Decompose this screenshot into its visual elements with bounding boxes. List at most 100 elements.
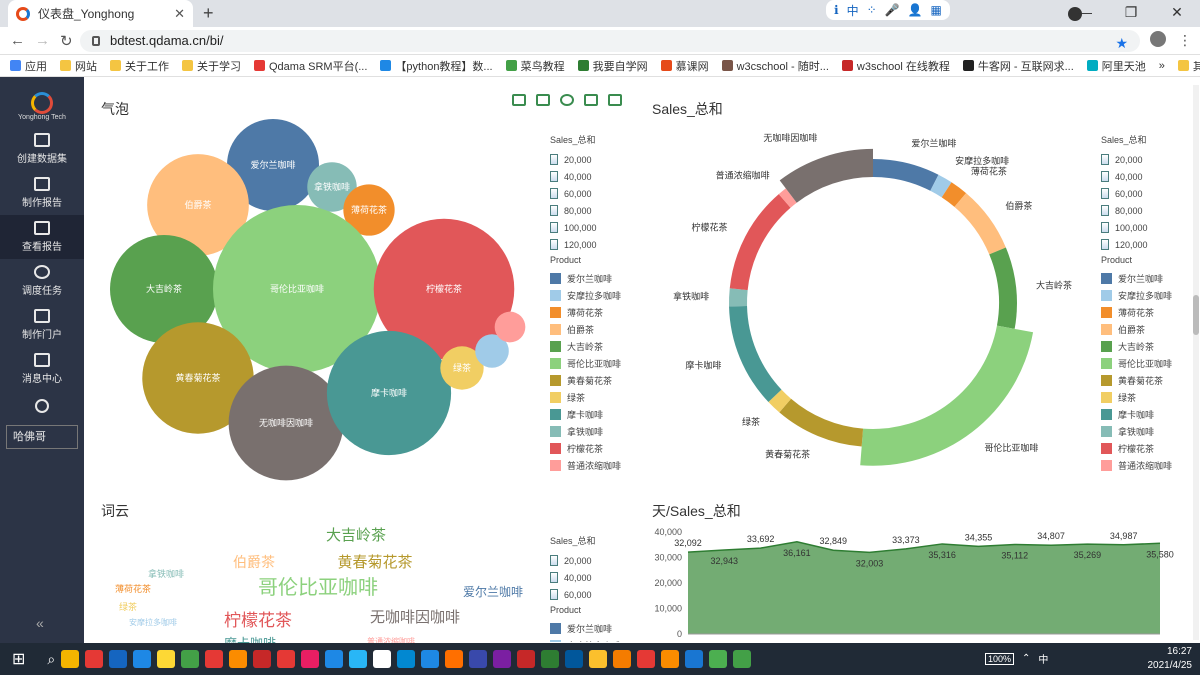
- legend-product-row[interactable]: 薄荷花茶: [1101, 304, 1172, 321]
- legend-product-row[interactable]: 柠檬花茶: [550, 440, 621, 457]
- taskbar-app-icon[interactable]: [685, 650, 704, 668]
- bookmark-item[interactable]: w3school 在线教程: [841, 58, 950, 74]
- close-window-icon[interactable]: ✕: [1171, 4, 1183, 20]
- taskbar-app-icon[interactable]: [181, 650, 200, 668]
- bookmark-star-icon[interactable]: ★: [1115, 35, 1128, 51]
- taskbar-app-icon[interactable]: [61, 650, 80, 668]
- minimize-icon[interactable]: —: [1078, 4, 1092, 20]
- legend-product-row[interactable]: 绿茶: [1101, 389, 1172, 406]
- battery-indicator[interactable]: 100%: [985, 652, 1015, 665]
- taskbar-app-icon[interactable]: [85, 650, 104, 668]
- new-tab-icon[interactable]: +: [203, 3, 214, 23]
- sidebar-item[interactable]: 消息中心: [0, 347, 84, 391]
- taskbar-app-icon[interactable]: [157, 650, 176, 668]
- taskbar-app-icon[interactable]: [325, 650, 344, 668]
- taskbar-app-icon[interactable]: [589, 650, 608, 668]
- taskbar-app-icon[interactable]: [565, 650, 584, 668]
- user-icon-item[interactable]: [0, 391, 84, 421]
- legend-product-row[interactable]: 黄春菊花茶: [550, 372, 621, 389]
- legend-product-row[interactable]: 安摩拉多咖啡: [550, 637, 621, 642]
- chevron-up-icon[interactable]: ⌃: [1022, 653, 1031, 664]
- scrollbar-thumb[interactable]: [1193, 295, 1199, 335]
- maximize-icon[interactable]: ❐: [1124, 4, 1138, 20]
- ime-indicator[interactable]: 中: [1038, 655, 1049, 666]
- legend-product-row[interactable]: 爱尔兰咖啡: [550, 620, 621, 637]
- collapse-sidebar-icon[interactable]: «: [36, 615, 44, 631]
- taskbar-app-icon[interactable]: [469, 650, 488, 668]
- bookmark-item[interactable]: Qdama SRM平台(...: [254, 58, 367, 74]
- extension-icon[interactable]: 🎤: [884, 3, 900, 17]
- bookmark-item[interactable]: 慕课网: [660, 58, 709, 74]
- taskbar-app-icon[interactable]: [397, 650, 416, 668]
- sidebar-item[interactable]: 调度任务: [0, 259, 84, 303]
- extension-icon[interactable]: ⁘: [866, 3, 877, 17]
- zoom-in-icon[interactable]: [560, 94, 574, 106]
- legend-product-row[interactable]: 爱尔兰咖啡: [1101, 270, 1172, 287]
- legend-product-row[interactable]: 安摩拉多咖啡: [1101, 287, 1172, 304]
- sidebar-item[interactable]: 制作报告: [0, 171, 84, 215]
- windows-start-icon[interactable]: ⊞: [12, 651, 26, 668]
- legend-product-row[interactable]: 普通浓缩咖啡: [550, 457, 621, 474]
- sidebar-item[interactable]: 创建数据集: [0, 127, 84, 171]
- legend-product-row[interactable]: 大吉岭茶: [550, 338, 621, 355]
- legend-product-row[interactable]: 拿铁咖啡: [550, 423, 621, 440]
- legend-product-row[interactable]: 薄荷花茶: [550, 304, 621, 321]
- profile-menu-icon[interactable]: [1068, 7, 1082, 21]
- legend-product-row[interactable]: 摩卡咖啡: [550, 406, 621, 423]
- legend-product-row[interactable]: 爱尔兰咖啡: [550, 270, 621, 287]
- taskbar-app-icon[interactable]: [229, 650, 248, 668]
- bookmark-item[interactable]: 应用: [10, 58, 47, 74]
- bookmark-item[interactable]: »: [1159, 60, 1165, 72]
- bookmark-item[interactable]: 网站: [60, 58, 97, 74]
- taskbar-app-icon[interactable]: [709, 650, 728, 668]
- taskbar-app-icon[interactable]: [493, 650, 512, 668]
- taskbar-app-icon[interactable]: [253, 650, 272, 668]
- forward-icon[interactable]: →: [35, 32, 50, 49]
- sidebar-item[interactable]: 制作门户: [0, 303, 84, 347]
- bookmark-item[interactable]: 我要自学网: [577, 58, 648, 74]
- taskbar-app-icon[interactable]: [541, 650, 560, 668]
- legend-product-row[interactable]: 绿茶: [550, 389, 621, 406]
- close-tab-icon[interactable]: ✕: [174, 5, 185, 21]
- legend-product-row[interactable]: 柠檬花茶: [1101, 440, 1172, 457]
- search-icon[interactable]: ⌕: [47, 650, 56, 667]
- select-icon[interactable]: [584, 94, 598, 106]
- legend-product-row[interactable]: 大吉岭茶: [1101, 338, 1172, 355]
- reload-icon[interactable]: ↻: [60, 33, 73, 50]
- bookmark-item[interactable]: 阿里天池: [1086, 58, 1146, 74]
- page-scrollbar[interactable]: [1193, 85, 1199, 640]
- bookmark-item[interactable]: 关于学习: [182, 58, 241, 74]
- legend-product-row[interactable]: 伯爵茶: [550, 321, 621, 338]
- back-icon[interactable]: ←: [10, 32, 25, 49]
- taskbar-app-icon[interactable]: [661, 650, 680, 668]
- taskbar-app-icon[interactable]: [637, 650, 656, 668]
- browser-menu-icon[interactable]: ⋮: [1178, 32, 1192, 48]
- legend-product-row[interactable]: 黄春菊花茶: [1101, 372, 1172, 389]
- taskbar-app-icon[interactable]: [133, 650, 152, 668]
- taskbar-app-icon[interactable]: [733, 650, 752, 668]
- clock[interactable]: 16:27 2021/4/25: [1148, 645, 1193, 673]
- export-icon[interactable]: [536, 94, 550, 106]
- taskbar-app-icon[interactable]: [301, 650, 320, 668]
- taskbar-app-icon[interactable]: [205, 650, 224, 668]
- taskbar-app-icon[interactable]: [109, 650, 128, 668]
- taskbar-app-icon[interactable]: [373, 650, 392, 668]
- bookmark-item[interactable]: 关于工作: [110, 58, 169, 74]
- taskbar-app-icon[interactable]: [349, 650, 368, 668]
- url-input[interactable]: bdtest.qdama.cn/bi/ ★: [80, 30, 1140, 52]
- extension-icon[interactable]: 中: [846, 3, 859, 18]
- legend-product-row[interactable]: 普通浓缩咖啡: [1101, 457, 1172, 474]
- legend-product-row[interactable]: 伯爵茶: [1101, 321, 1172, 338]
- extension-icon[interactable]: 👤: [907, 3, 923, 17]
- taskbar-app-icon[interactable]: [517, 650, 536, 668]
- legend-product-row[interactable]: 摩卡咖啡: [1101, 406, 1172, 423]
- extension-icon[interactable]: ℹ: [834, 3, 839, 17]
- extension-icon[interactable]: ▦: [930, 3, 942, 17]
- bookmark-item[interactable]: w3cschool - 随时...: [721, 58, 829, 74]
- chart-type-icon[interactable]: [512, 94, 526, 106]
- bookmark-item[interactable]: 牛客网 - 互联网求...: [962, 58, 1074, 74]
- bookmark-item[interactable]: 菜鸟教程: [505, 58, 565, 74]
- legend-product-row[interactable]: 拿铁咖啡: [1101, 423, 1172, 440]
- legend-product-row[interactable]: 安摩拉多咖啡: [550, 287, 621, 304]
- sidebar-item[interactable]: 查看报告: [0, 215, 84, 259]
